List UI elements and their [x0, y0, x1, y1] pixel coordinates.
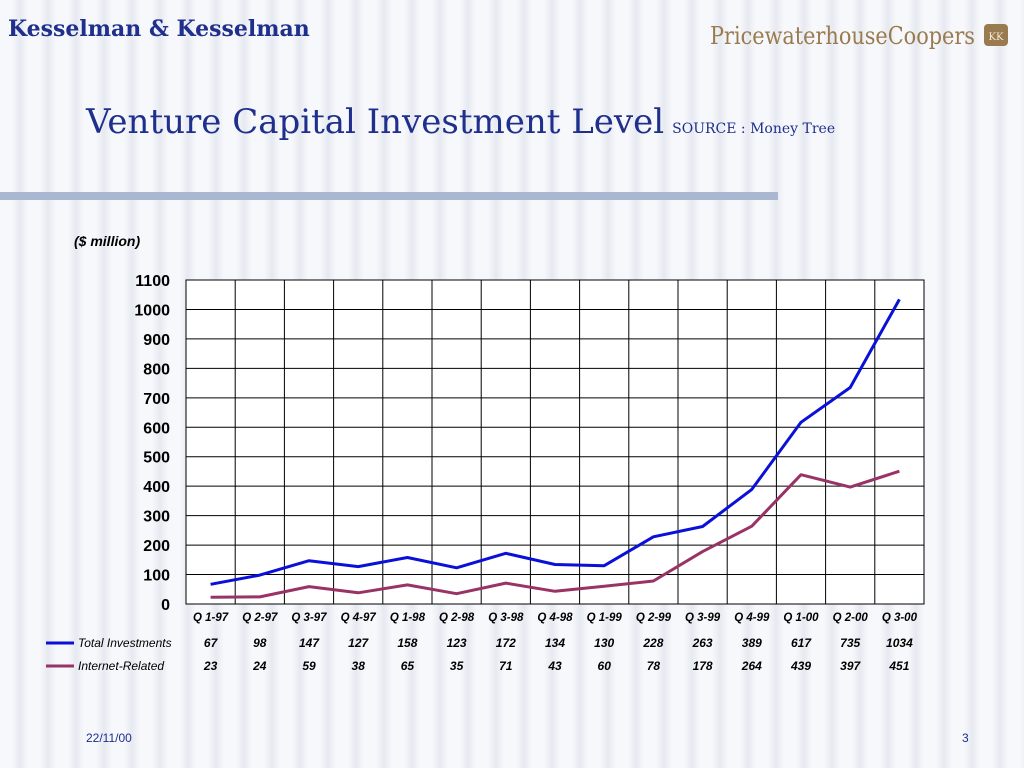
data-label: 397: [840, 659, 861, 673]
data-label: 735: [840, 636, 860, 650]
y-tick-label: 500: [143, 450, 170, 467]
slide-title: Venture Capital Investment Level SOURCE :…: [86, 102, 835, 142]
y-tick-label: 800: [143, 361, 170, 378]
x-tick-label: Q 1-99: [587, 612, 623, 624]
source-text: SOURCE : Money Tree: [672, 121, 836, 137]
x-tick-label: Q 1-97: [193, 612, 229, 624]
y-tick-label: 100: [143, 568, 170, 585]
y-tick-label: 400: [143, 479, 170, 496]
pwc-logo-mark: [984, 24, 1008, 46]
data-label: 24: [252, 659, 267, 673]
title-rule: [0, 192, 778, 200]
data-label: 617: [791, 636, 812, 650]
data-label: 264: [741, 659, 762, 673]
y-tick-label: 0: [161, 597, 170, 614]
data-label: 98: [253, 636, 267, 650]
svg-text:KK: KK: [989, 32, 1004, 43]
y-tick-label: 1100: [135, 273, 170, 290]
investment-chart: 0 100 200 300 400 500 600 700 800 900 1000 1100 ($ m…: [46, 233, 925, 673]
data-label: 123: [447, 636, 467, 650]
x-tick-label: Q 4-98: [537, 612, 573, 624]
data-label: 65: [401, 659, 415, 673]
footer-date: 22/11/00: [86, 731, 132, 745]
data-label: 23: [203, 659, 218, 673]
x-tick-label: Q 3-97: [291, 612, 327, 624]
data-label: 451: [888, 659, 909, 673]
plot-area: [185, 279, 925, 605]
data-label: 228: [642, 636, 663, 650]
firm-name: Kesselman & Kesselman: [8, 16, 310, 42]
x-tick-label: Q 3-98: [488, 612, 524, 624]
x-tick-label: Q 2-97: [242, 612, 278, 624]
series-line-total-investments: [210, 298, 901, 586]
x-tick-label: Q 2-00: [833, 612, 869, 624]
data-label: 172: [496, 636, 516, 650]
x-tick-label: Q 1-00: [783, 612, 819, 624]
series-line-internet-related: [210, 469, 900, 599]
pwc-logo: PricewaterhouseCoopers KK: [710, 22, 1008, 50]
data-label: 71: [499, 659, 513, 673]
pwc-logo-text: PricewaterhouseCoopers: [710, 22, 975, 50]
legend-label: Internet-Related: [78, 659, 164, 673]
y-tick-label: 200: [143, 538, 170, 555]
y-tick-label: 300: [143, 509, 170, 526]
data-label: 35: [450, 659, 464, 673]
data-label: 127: [348, 636, 369, 650]
data-label: 389: [742, 636, 762, 650]
legend-label: Total Investments: [78, 636, 172, 650]
x-tick-label: Q 2-98: [439, 612, 475, 624]
y-tick-label: 900: [143, 332, 170, 349]
data-label: 130: [594, 636, 614, 650]
data-label: 134: [545, 636, 565, 650]
data-label: 38: [352, 659, 366, 673]
x-tick-label: Q 4-97: [341, 612, 377, 624]
data-label: 178: [693, 659, 713, 673]
x-tick-label: Q 2-99: [636, 612, 672, 624]
data-label: 439: [790, 659, 811, 673]
x-tick-label: Q 4-99: [734, 612, 770, 624]
data-label: 158: [397, 636, 417, 650]
data-label: 59: [302, 659, 316, 673]
title-text: Venture Capital Investment Level: [86, 102, 665, 142]
data-label: 43: [547, 659, 562, 673]
data-label: 1034: [886, 636, 913, 650]
data-label: 147: [299, 636, 320, 650]
data-label: 60: [598, 659, 612, 673]
data-label: 263: [692, 636, 713, 650]
y-tick-label: 600: [143, 420, 170, 437]
page-number: 3: [962, 731, 969, 745]
data-label: 67: [204, 636, 219, 650]
x-tick-label: Q 1-98: [390, 612, 426, 624]
x-tick-label: Q 3-00: [882, 612, 918, 624]
x-tick-label: Q 3-99: [685, 612, 721, 624]
y-tick-label: 700: [143, 391, 170, 408]
y-tick-label: 1000: [134, 302, 170, 319]
unit-label: ($ million): [74, 233, 140, 249]
data-label: 78: [647, 659, 661, 673]
